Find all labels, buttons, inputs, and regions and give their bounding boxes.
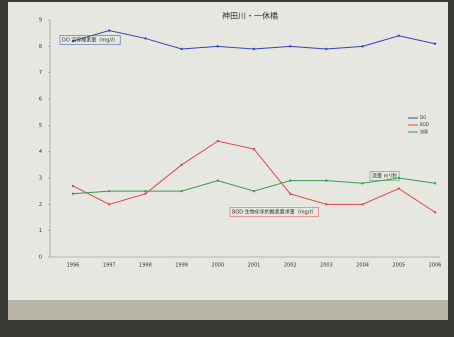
x-tick-label: 1997 (103, 263, 116, 269)
x-tick-label: 2006 (429, 263, 442, 269)
point (325, 203, 328, 206)
legend-label: 流量 (420, 128, 428, 134)
x-tick-label: 2004 (356, 263, 369, 269)
point (180, 163, 183, 167)
point (397, 34, 400, 37)
point (252, 189, 256, 193)
point (71, 184, 75, 188)
annotation: BOD 生物化学的酸素要求量（mg/ℓ） (232, 209, 317, 216)
y-tick-label: 5 (39, 123, 42, 129)
annotation-box (59, 35, 121, 45)
y-tick-label: 3 (39, 176, 42, 182)
point (433, 182, 437, 185)
x-tick-label: 1998 (139, 263, 152, 269)
point (108, 29, 111, 32)
point (289, 45, 292, 48)
x-tick-label: 2005 (392, 263, 405, 269)
annotation: DO 溶存酸素量（mg/ℓ） (62, 37, 118, 44)
point (433, 211, 437, 214)
point (361, 45, 364, 48)
legend-label: BOD (420, 122, 429, 127)
point (397, 176, 400, 180)
point (216, 45, 219, 48)
point (144, 37, 147, 40)
point (325, 47, 328, 51)
annotation-box (229, 207, 319, 217)
x-tick-label: 2001 (248, 263, 261, 269)
y-tick-label: 7 (39, 70, 42, 76)
annotation-box (369, 171, 400, 181)
point (71, 39, 75, 43)
point (108, 203, 111, 206)
point (180, 47, 183, 51)
board-frame (8, 300, 448, 320)
y-tick-label: 9 (39, 18, 42, 24)
point (71, 192, 75, 195)
point (252, 147, 256, 151)
point (180, 189, 183, 193)
x-tick-label: 1996 (67, 263, 80, 269)
point (252, 47, 256, 51)
point (216, 139, 219, 143)
x-tick-label: 2000 (211, 263, 224, 269)
point (361, 203, 364, 206)
y-tick-label: 6 (39, 97, 42, 103)
point (108, 189, 111, 193)
chart-title: 神田川・一休橋 (222, 11, 278, 21)
x-tick-label: 2003 (320, 263, 333, 269)
y-tick-label: 8 (39, 44, 42, 50)
point (397, 187, 400, 190)
point (289, 179, 292, 182)
x-tick-label: 1999 (175, 263, 188, 269)
y-tick-label: 4 (39, 149, 42, 155)
x-tick-label: 2002 (284, 263, 297, 269)
point (433, 42, 437, 45)
board (8, 2, 448, 302)
point (144, 192, 147, 195)
y-tick-label: 0 (39, 255, 42, 261)
y-tick-label: 2 (39, 202, 42, 208)
point (289, 192, 292, 195)
point (361, 182, 364, 185)
y-tick-label: 1 (39, 228, 42, 234)
point (325, 179, 328, 182)
legend-label: DO (420, 115, 426, 120)
point (144, 189, 147, 193)
annotation: 流量 m³/秒 (372, 173, 397, 180)
point (216, 179, 219, 182)
